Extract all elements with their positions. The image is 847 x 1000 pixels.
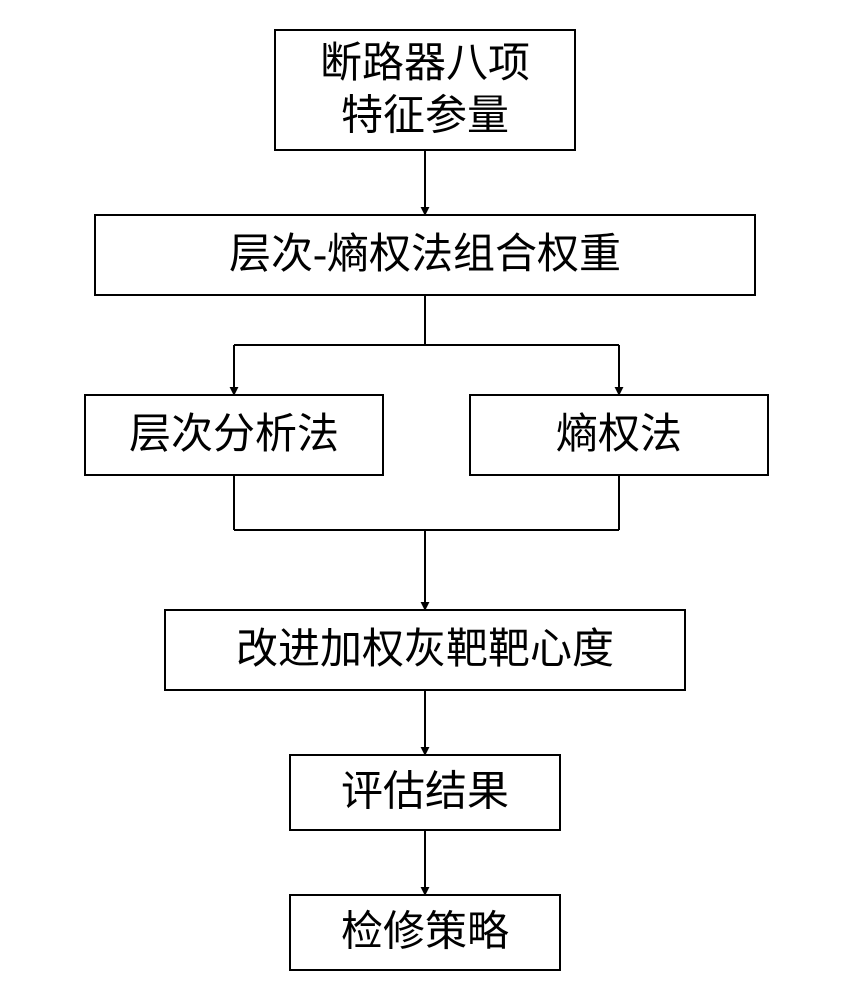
flow-node-n3: 层次分析法 — [85, 395, 383, 475]
flow-node-n4: 熵权法 — [470, 395, 768, 475]
flow-node-n7: 检修策略 — [290, 895, 560, 970]
flow-node-n1: 断路器八项特征参量 — [275, 30, 575, 150]
flow-node-n2: 层次-熵权法组合权重 — [95, 215, 755, 295]
flow-node-label: 断路器八项 — [320, 41, 530, 87]
flow-node-label: 层次-熵权法组合权重 — [229, 231, 621, 278]
flow-node-label: 熵权法 — [556, 411, 682, 458]
flow-node-label: 改进加权灰靶靶心度 — [236, 627, 614, 673]
flow-node-label: 评估结果 — [341, 770, 509, 816]
flow-node-n6: 评估结果 — [290, 755, 560, 830]
flow-node-label: 检修策略 — [341, 909, 509, 956]
flowchart-canvas: 断路器八项特征参量层次-熵权法组合权重层次分析法 熵权法改进加权灰靶靶心度评估结果… — [0, 0, 847, 1000]
flow-node-label: 特征参量 — [341, 92, 509, 139]
flow-node-n5: 改进加权灰靶靶心度 — [165, 610, 685, 690]
flow-node-label: 层次分析法 — [129, 412, 339, 458]
